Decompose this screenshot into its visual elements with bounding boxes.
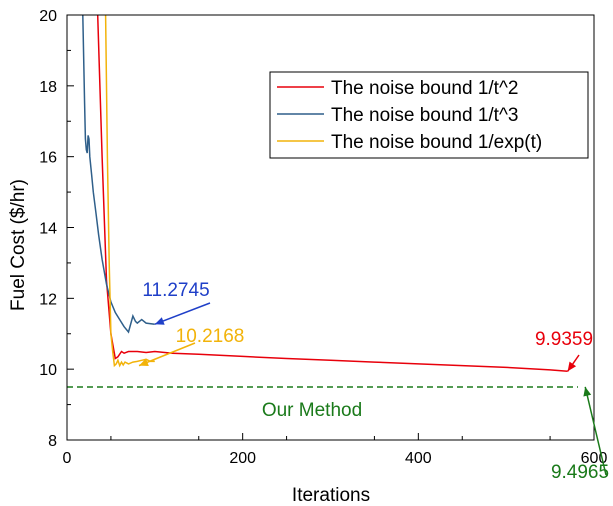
x-tick-label: 0 <box>63 450 72 467</box>
y-tick-label: 14 <box>39 221 57 238</box>
x-axis-label: Iterations <box>292 485 370 506</box>
annotation-label: 11.2745 <box>142 280 209 301</box>
y-tick-label: 12 <box>39 291 57 308</box>
annotation-arrow-head <box>154 317 165 325</box>
y-tick-label: 20 <box>39 8 57 25</box>
annotation-arrow-head <box>567 361 577 372</box>
legend-label: The noise bound 1/t^2 <box>331 78 518 99</box>
legend: The noise bound 1/t^2 The noise bound 1/t… <box>269 71 589 159</box>
y-tick-label: 10 <box>39 362 57 379</box>
annotation-arrow-head <box>139 358 149 366</box>
y-tick-label: 8 <box>48 433 57 450</box>
annotation-label: 9.9359 <box>535 329 593 350</box>
annotation-label: 10.2168 <box>176 326 245 347</box>
legend-label: The noise bound 1/t^3 <box>331 105 518 126</box>
annotation-arrow-line <box>154 302 211 325</box>
annotation-arrow-head <box>583 386 592 397</box>
legend-label: The noise bound 1/exp(t) <box>331 132 542 153</box>
annotation-label: 9.4965 <box>551 462 609 483</box>
series-line-3 <box>104 15 155 368</box>
series-line-1 <box>96 15 568 373</box>
annotations: 11.2745 10.2168 9.9359 9.4965 <box>138 280 609 483</box>
x-tick-label: 400 <box>405 450 432 467</box>
y-tick-label: 18 <box>39 79 57 96</box>
x-tick-label: 200 <box>229 450 256 467</box>
reference-line-group: Our Method <box>67 386 578 421</box>
reference-line-label: Our Method <box>262 400 362 421</box>
y-axis-label: Fuel Cost ($/hr) <box>8 179 29 311</box>
plot-lines <box>82 15 568 373</box>
annotation-arrow-line <box>138 342 196 367</box>
annotation-arrow-line <box>584 386 607 476</box>
series-line-2 <box>82 15 155 334</box>
y-tick-label: 16 <box>39 150 57 167</box>
